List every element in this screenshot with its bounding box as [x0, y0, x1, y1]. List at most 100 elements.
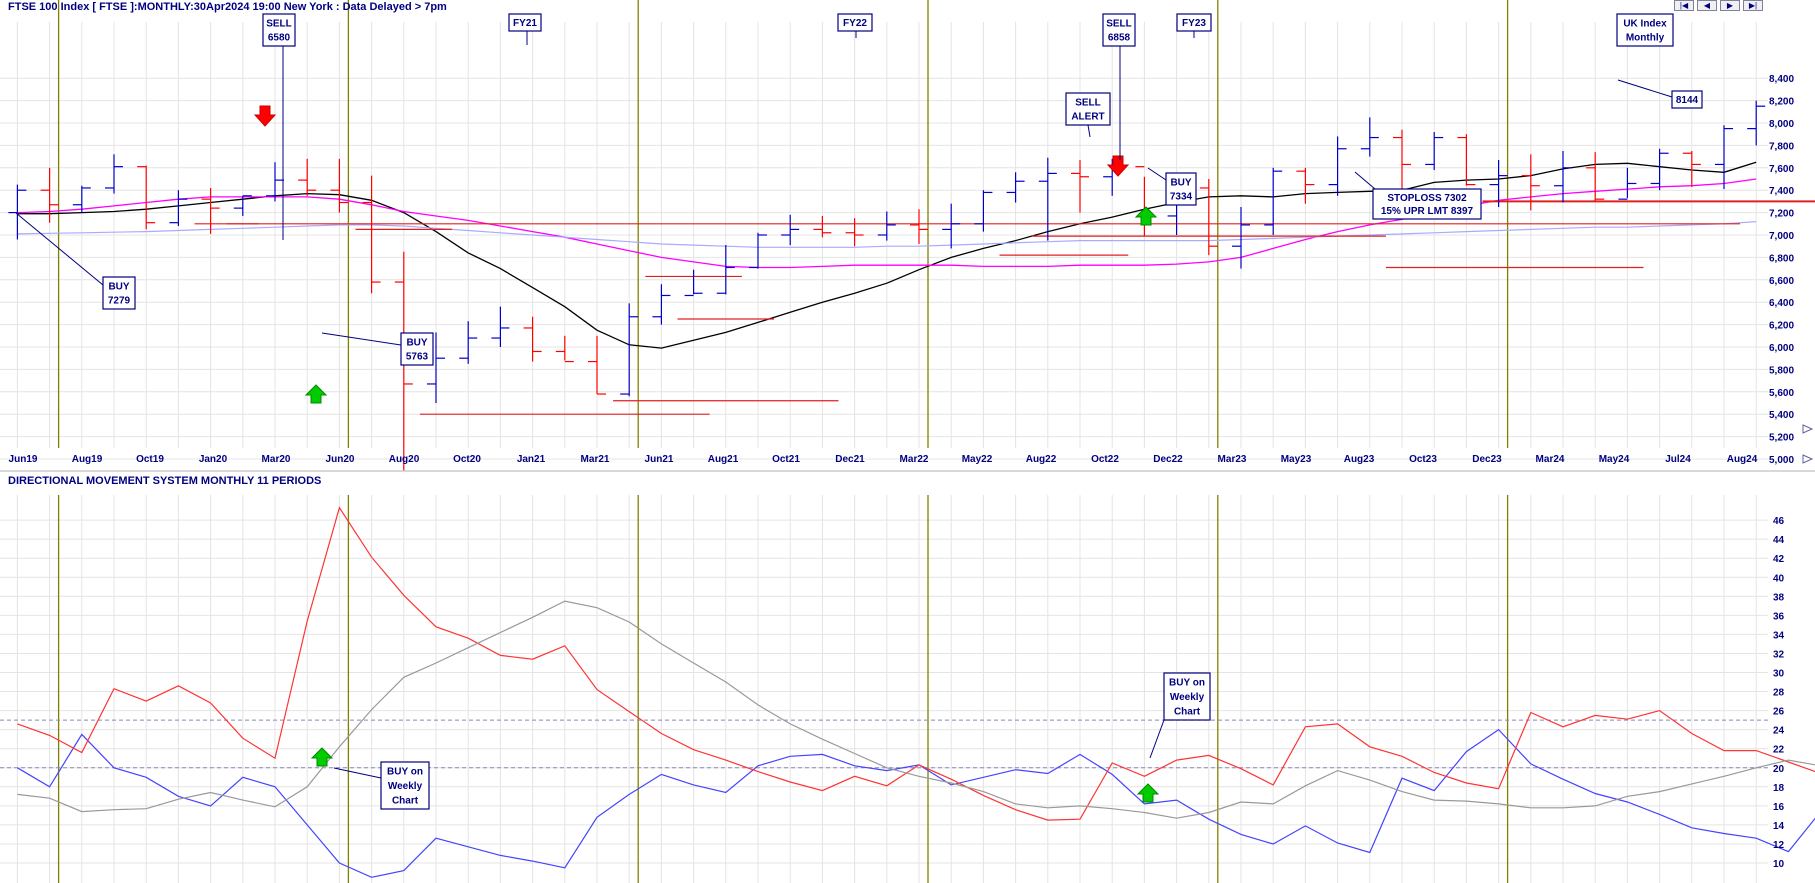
annotation-text: UK Index — [1623, 19, 1667, 30]
annotation-text: SELL — [266, 19, 292, 30]
ohlc-bar — [1328, 136, 1347, 196]
ohlc-bar — [169, 190, 188, 227]
ohlc-bar — [974, 190, 993, 232]
ohlc-bar — [1650, 148, 1669, 191]
nav-next-button[interactable]: ▶ — [1720, 0, 1740, 11]
ohlc-bar — [1232, 207, 1250, 269]
upper-grid — [0, 22, 1768, 460]
ohlc-bar — [201, 187, 220, 234]
price-y-tick-label: 6,600 — [1769, 276, 1794, 287]
sell-arrow-icon — [1106, 155, 1130, 177]
dms-y-tick-label: 34 — [1773, 630, 1785, 641]
annotation-text: SELL — [1075, 98, 1101, 109]
annotation-text: BUY — [1170, 178, 1191, 189]
annotation-frame — [1616, 13, 1674, 47]
annotation-frame — [1165, 172, 1197, 206]
axis-marker-icon — [1802, 454, 1814, 464]
annotation-text: 8144 — [1676, 95, 1699, 106]
ohlc-bar — [105, 154, 123, 194]
annotation-frame — [262, 13, 296, 47]
annotation-text: STOPLOSS 7302 — [1387, 193, 1467, 204]
annotation-text: Weekly — [1170, 692, 1205, 703]
sell-arrow-icon — [253, 105, 277, 127]
ohlc-bar — [72, 185, 91, 213]
dms-lines — [17, 506, 1815, 878]
annotation-frame — [1102, 13, 1136, 47]
dms-chart-title: DIRECTIONAL MOVEMENT SYSTEM MONTHLY 11 P… — [8, 475, 321, 487]
nav-last-button[interactable]: ▶| — [1743, 0, 1763, 11]
annotation-leader — [1149, 719, 1165, 759]
dms-y-tick-label: 32 — [1773, 649, 1785, 660]
x-tick-label: Jan20 — [199, 454, 228, 465]
price-y-tick-label: 8,000 — [1769, 119, 1794, 130]
x-tick-label: Oct19 — [136, 454, 164, 465]
price-chart-title: FTSE 100 Index [ FTSE ]:MONTHLY:30Apr202… — [8, 1, 447, 13]
ohlc-bar — [1618, 167, 1637, 200]
annotation-text: FY23 — [1182, 18, 1206, 29]
dms-y-tick-label: 46 — [1773, 516, 1785, 527]
ohlc-bar — [910, 209, 928, 244]
dms-y-tick-label: 24 — [1773, 726, 1785, 737]
x-tick-label: Aug24 — [1727, 454, 1758, 465]
x-tick-label: Oct22 — [1091, 454, 1119, 465]
x-tick-label: Dec22 — [1153, 454, 1183, 465]
dms-y-tick-label: 26 — [1773, 707, 1785, 718]
dms-y-tick-label: 36 — [1773, 611, 1785, 622]
x-tick-label: Aug20 — [389, 454, 420, 465]
ohlc-bar — [330, 158, 349, 213]
x-tick-label: Oct20 — [453, 454, 481, 465]
annotation-leader — [1354, 171, 1376, 190]
dms-y-tick-label: 20 — [1773, 764, 1785, 775]
dms-y-tick-label: 44 — [1773, 535, 1785, 546]
dms-y-tick-label: 16 — [1773, 802, 1785, 813]
ohlc-bar — [233, 195, 252, 216]
ohlc-bar — [877, 211, 896, 241]
nav-prev-button[interactable]: ◀ — [1697, 0, 1717, 11]
ohlc-bar — [555, 335, 574, 363]
annotation-text: FY21 — [513, 18, 537, 29]
ohlc-bar — [652, 284, 671, 325]
x-tick-label: Mar24 — [1536, 454, 1565, 465]
ohlc-bar — [427, 332, 445, 403]
ohlc-bar — [137, 165, 156, 230]
dms-y-tick-label: 22 — [1773, 745, 1785, 756]
annotation-text: 6580 — [268, 33, 291, 44]
nav-first-button[interactable]: |◀ — [1674, 0, 1694, 11]
x-tick-label: Dec23 — [1472, 454, 1502, 465]
annotation-text: FY22 — [843, 18, 867, 29]
annotation-text: 7334 — [1170, 192, 1193, 203]
ohlc-bar — [781, 214, 800, 246]
ohlc-bar — [1715, 125, 1733, 190]
ohlc-bar — [1135, 166, 1154, 237]
moving-average-line — [17, 221, 1757, 248]
ohlc-bar — [1006, 172, 1025, 203]
x-tick-label: Aug19 — [72, 454, 103, 465]
annotation-frame — [837, 13, 873, 32]
annotation-text: 5763 — [406, 352, 429, 363]
axis-marker-icon — [1802, 424, 1814, 434]
annotation-box: FY21 — [508, 13, 542, 32]
annotation-frame — [1372, 188, 1482, 220]
x-axis-ticks: Jun19 Aug19 Oct19 Jan20 Mar20 Jun20 Aug20 Oct20… — [9, 454, 1758, 465]
price-y-tick-label: 5,600 — [1769, 388, 1794, 399]
x-tick-label: May22 — [962, 454, 993, 465]
x-tick-label: Mar22 — [900, 454, 929, 465]
x-tick-label: May23 — [1281, 454, 1312, 465]
ohlc-bar — [362, 175, 381, 294]
annotation-leader — [1087, 124, 1091, 138]
price-y-tick-label: 6,200 — [1769, 321, 1794, 332]
signal-lines — [194, 200, 1815, 415]
ohlc-bar — [749, 232, 767, 269]
price-y-tick-label: 5,200 — [1769, 433, 1794, 444]
ohlc-bar — [845, 218, 864, 247]
dms-y-tick-label: 12 — [1773, 840, 1785, 851]
annotation-box: BUY on Weekly Chart — [380, 761, 430, 810]
x-tick-label: Mar23 — [1218, 454, 1247, 465]
dms-line — [17, 600, 1815, 819]
annotation-frame — [1176, 13, 1212, 32]
ohlc-bar — [1038, 157, 1057, 241]
ohlc-bar — [942, 203, 961, 249]
annotation-frame — [1671, 90, 1703, 109]
buy-arrow-icon — [1134, 206, 1158, 226]
